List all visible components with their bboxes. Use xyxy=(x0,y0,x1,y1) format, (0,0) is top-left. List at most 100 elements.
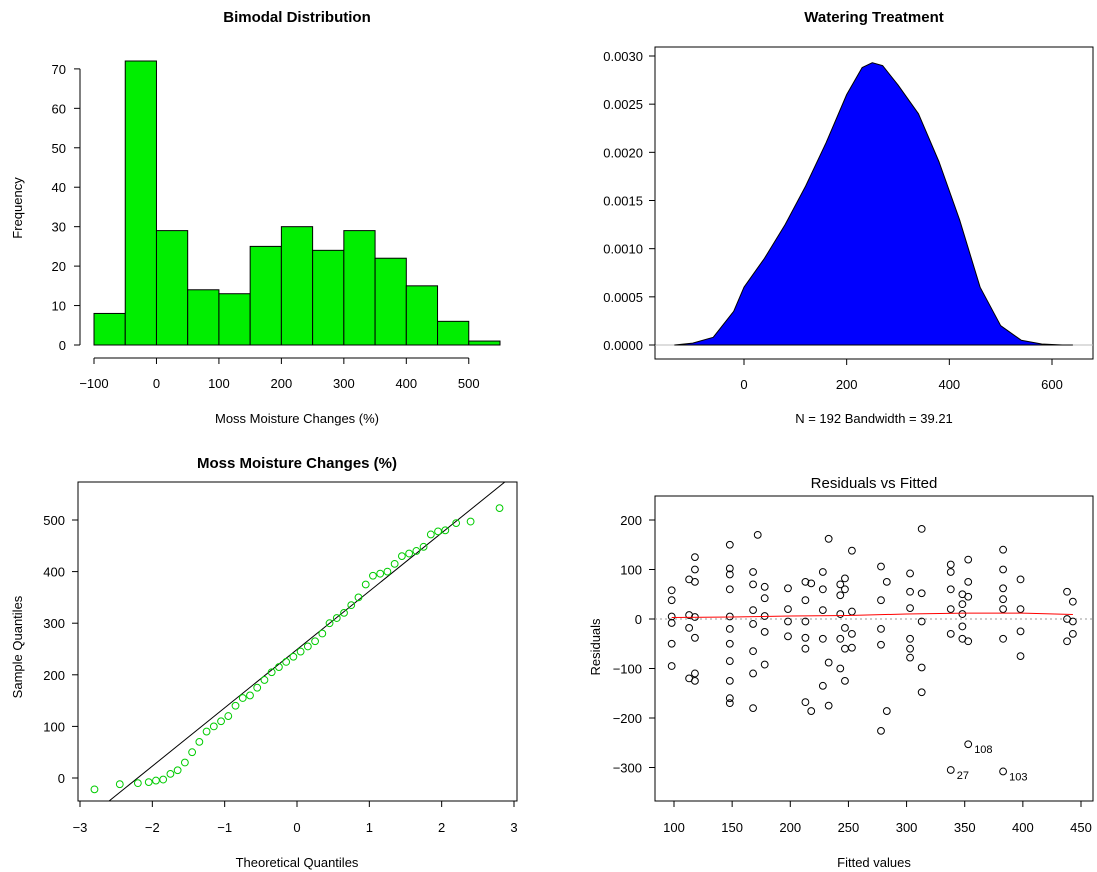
histogram-x-tick-label: 400 xyxy=(395,376,417,391)
residual-point xyxy=(999,634,1007,643)
qq-point xyxy=(180,758,189,767)
residual-point xyxy=(877,562,885,571)
histogram-bar xyxy=(218,293,251,346)
residuals-x-tick-label: 300 xyxy=(896,820,918,835)
residual-point xyxy=(877,625,885,633)
qq-point xyxy=(253,683,262,692)
residual-point xyxy=(691,565,699,574)
residual-point xyxy=(964,637,973,646)
residuals-ylabel: Residuals xyxy=(588,618,603,676)
residual-point xyxy=(749,620,757,628)
residual-point xyxy=(999,584,1007,593)
qq-x-tick-label: 1 xyxy=(366,820,373,835)
qq-point xyxy=(282,658,291,666)
residual-point xyxy=(917,525,926,533)
residual-point xyxy=(667,586,676,595)
qq-point xyxy=(238,694,247,702)
qq-point xyxy=(405,549,414,558)
histogram-y-tick-label: 0 xyxy=(59,338,66,353)
histogram-bar xyxy=(187,289,220,346)
histogram-title: Bimodal Distribution xyxy=(223,9,371,26)
histogram-bar xyxy=(437,320,470,346)
histogram-x-tick-label: 100 xyxy=(208,376,230,391)
qq-point xyxy=(224,712,233,720)
residuals-y-tick-label: −300 xyxy=(613,761,642,776)
residual-point xyxy=(818,606,827,614)
residual-point xyxy=(818,681,827,690)
qq-x-tick-label: −3 xyxy=(73,820,88,835)
residuals-x-tick-label: 250 xyxy=(838,820,860,835)
qq-point xyxy=(133,779,142,788)
residual-point xyxy=(1063,637,1071,646)
qq-point xyxy=(347,601,356,610)
qq-point xyxy=(209,722,218,731)
qq-point xyxy=(397,552,406,561)
qq-point xyxy=(152,776,160,785)
residual-point xyxy=(725,564,734,573)
histogram-y-tick-label: 30 xyxy=(52,220,66,235)
residual-point xyxy=(818,568,827,576)
residual-point xyxy=(946,568,955,576)
residual-point xyxy=(999,767,1007,776)
residual-point xyxy=(725,676,734,685)
density-x-tick-label: 0 xyxy=(740,377,747,392)
residual-point xyxy=(824,658,833,667)
qq-x-tick-label: 2 xyxy=(438,820,445,835)
histogram-bar xyxy=(468,340,501,346)
qq-point xyxy=(173,766,182,775)
residual-point-label: 108 xyxy=(974,744,992,756)
qq-title: Moss Moisture Changes (%) xyxy=(197,455,397,472)
residual-point xyxy=(667,662,676,670)
qq-point xyxy=(354,593,363,602)
residual-point xyxy=(877,640,885,649)
residual-point xyxy=(691,633,699,642)
density-y-tick-label: 0.0030 xyxy=(603,49,643,64)
histogram-ylabel: Frequency xyxy=(10,177,25,239)
residual-point xyxy=(784,632,792,641)
qq-point xyxy=(390,559,399,568)
residual-point xyxy=(848,607,856,616)
residual-point xyxy=(667,619,676,627)
residual-point xyxy=(964,740,973,749)
residuals-y-tick-label: −200 xyxy=(613,711,642,726)
residuals-y-tick-label: 100 xyxy=(620,563,642,578)
residual-point xyxy=(946,629,955,638)
residual-point xyxy=(760,582,769,591)
histogram-x-tick-label: 0 xyxy=(153,376,160,391)
histogram-x-tick-label: −100 xyxy=(79,376,108,391)
residual-point xyxy=(999,545,1007,554)
qq-point xyxy=(289,652,298,661)
residual-point xyxy=(667,596,676,605)
residuals-x-tick-label: 100 xyxy=(663,820,685,835)
qq-point xyxy=(369,571,377,580)
qq-point xyxy=(412,547,421,555)
density-x-tick-label: 400 xyxy=(938,377,960,392)
density-xlabel: N = 192 Bandwidth = 39.21 xyxy=(795,411,953,426)
residual-point xyxy=(836,580,845,589)
qq-point xyxy=(311,637,319,646)
residual-point xyxy=(906,569,914,578)
qq-point xyxy=(361,580,370,589)
residual-point xyxy=(749,606,757,614)
qq-point xyxy=(296,647,305,656)
residuals-x-tick-label: 400 xyxy=(1012,820,1034,835)
qq-point xyxy=(231,701,240,710)
residual-point xyxy=(958,622,967,631)
qq-point xyxy=(452,519,461,527)
residual-point xyxy=(917,617,926,626)
density-y-tick-label: 0.0025 xyxy=(603,97,643,112)
histogram-bar xyxy=(93,312,126,346)
residual-point xyxy=(725,694,734,703)
density-curve-area xyxy=(674,62,1073,346)
residual-point xyxy=(841,574,849,583)
qq-point xyxy=(267,668,276,677)
residual-point xyxy=(946,560,955,569)
residual-point xyxy=(725,639,734,648)
qq-point xyxy=(159,775,168,784)
qq-y-tick-label: 400 xyxy=(43,565,65,580)
residual-point xyxy=(917,589,926,598)
residual-point xyxy=(917,688,926,697)
residual-point xyxy=(725,570,734,579)
qq-point xyxy=(426,530,435,539)
residual-point xyxy=(725,585,734,594)
